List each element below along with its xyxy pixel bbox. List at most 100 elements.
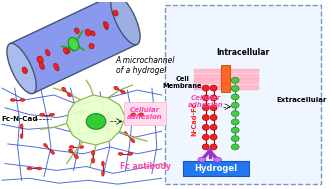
Text: Fc antibody: Fc antibody <box>119 162 170 171</box>
Ellipse shape <box>85 29 91 36</box>
Ellipse shape <box>131 113 136 116</box>
Ellipse shape <box>202 134 209 140</box>
FancyBboxPatch shape <box>194 79 221 84</box>
Ellipse shape <box>50 113 54 116</box>
Ellipse shape <box>104 22 109 28</box>
Ellipse shape <box>67 93 71 97</box>
Ellipse shape <box>20 124 23 129</box>
Ellipse shape <box>231 94 239 100</box>
Ellipse shape <box>213 157 221 162</box>
FancyBboxPatch shape <box>231 79 259 84</box>
Text: Intracellular: Intracellular <box>216 48 270 57</box>
FancyBboxPatch shape <box>194 74 221 79</box>
Ellipse shape <box>202 105 209 111</box>
Ellipse shape <box>128 152 133 155</box>
FancyBboxPatch shape <box>183 161 249 176</box>
Ellipse shape <box>114 86 118 90</box>
Ellipse shape <box>10 98 15 101</box>
FancyBboxPatch shape <box>221 65 230 92</box>
Ellipse shape <box>101 171 104 176</box>
Ellipse shape <box>154 113 159 116</box>
Ellipse shape <box>86 114 106 129</box>
Ellipse shape <box>202 95 209 101</box>
Ellipse shape <box>22 67 27 74</box>
Ellipse shape <box>91 31 95 36</box>
Ellipse shape <box>231 86 239 91</box>
Ellipse shape <box>210 85 217 91</box>
Ellipse shape <box>39 62 44 70</box>
Text: Fc-N-Cad: Fc-N-Cad <box>1 116 38 122</box>
Text: Cellular
adhesion: Cellular adhesion <box>188 95 224 108</box>
Ellipse shape <box>124 132 128 136</box>
Ellipse shape <box>210 115 217 120</box>
Ellipse shape <box>198 157 206 162</box>
Ellipse shape <box>210 134 217 140</box>
Ellipse shape <box>145 113 149 116</box>
Ellipse shape <box>210 105 217 111</box>
Ellipse shape <box>74 154 78 159</box>
Ellipse shape <box>91 158 95 163</box>
Ellipse shape <box>103 22 108 30</box>
FancyBboxPatch shape <box>194 69 221 74</box>
Ellipse shape <box>231 77 239 83</box>
Ellipse shape <box>62 87 66 91</box>
FancyBboxPatch shape <box>231 85 259 90</box>
Ellipse shape <box>202 124 209 130</box>
Ellipse shape <box>27 167 32 170</box>
Ellipse shape <box>231 102 239 108</box>
Ellipse shape <box>68 37 79 51</box>
Ellipse shape <box>210 95 217 101</box>
Ellipse shape <box>79 146 84 148</box>
Text: N-Cad-Fc: N-Cad-Fc <box>191 103 197 136</box>
Ellipse shape <box>7 43 36 94</box>
FancyBboxPatch shape <box>124 102 166 125</box>
Ellipse shape <box>45 50 50 56</box>
FancyBboxPatch shape <box>194 85 221 90</box>
Text: Extracellular: Extracellular <box>277 97 327 103</box>
Polygon shape <box>67 95 125 145</box>
Ellipse shape <box>106 112 109 117</box>
Ellipse shape <box>231 127 239 133</box>
Ellipse shape <box>79 110 84 113</box>
Ellipse shape <box>121 90 125 94</box>
Ellipse shape <box>91 150 95 155</box>
Ellipse shape <box>37 167 42 170</box>
Ellipse shape <box>231 144 239 150</box>
FancyBboxPatch shape <box>165 5 321 184</box>
Ellipse shape <box>210 124 217 130</box>
Ellipse shape <box>69 149 73 153</box>
FancyBboxPatch shape <box>231 74 259 79</box>
Ellipse shape <box>202 85 209 91</box>
Ellipse shape <box>43 143 48 147</box>
Text: Cell
Membrane: Cell Membrane <box>163 76 202 89</box>
Ellipse shape <box>210 144 217 150</box>
FancyBboxPatch shape <box>231 69 259 74</box>
Ellipse shape <box>231 111 239 117</box>
Ellipse shape <box>40 113 45 116</box>
Ellipse shape <box>63 48 68 54</box>
Ellipse shape <box>118 152 123 155</box>
Ellipse shape <box>139 113 144 116</box>
Text: A microchannel
of a hydrogel: A microchannel of a hydrogel <box>116 56 175 75</box>
Ellipse shape <box>231 136 239 142</box>
Ellipse shape <box>113 10 118 16</box>
Ellipse shape <box>111 0 140 45</box>
Ellipse shape <box>69 110 74 113</box>
Text: Cellular
adhesion: Cellular adhesion <box>127 107 163 120</box>
Ellipse shape <box>131 139 135 143</box>
Ellipse shape <box>65 47 70 53</box>
Ellipse shape <box>202 115 209 120</box>
Ellipse shape <box>89 43 94 49</box>
Polygon shape <box>10 0 137 93</box>
Ellipse shape <box>20 98 25 101</box>
Ellipse shape <box>101 161 104 166</box>
Ellipse shape <box>106 122 109 127</box>
Ellipse shape <box>74 28 79 34</box>
Ellipse shape <box>20 134 23 139</box>
Ellipse shape <box>69 146 74 148</box>
Ellipse shape <box>50 150 55 154</box>
Text: Hydrogel: Hydrogel <box>194 164 237 173</box>
Ellipse shape <box>54 63 59 71</box>
Ellipse shape <box>37 56 43 64</box>
Ellipse shape <box>231 119 239 125</box>
